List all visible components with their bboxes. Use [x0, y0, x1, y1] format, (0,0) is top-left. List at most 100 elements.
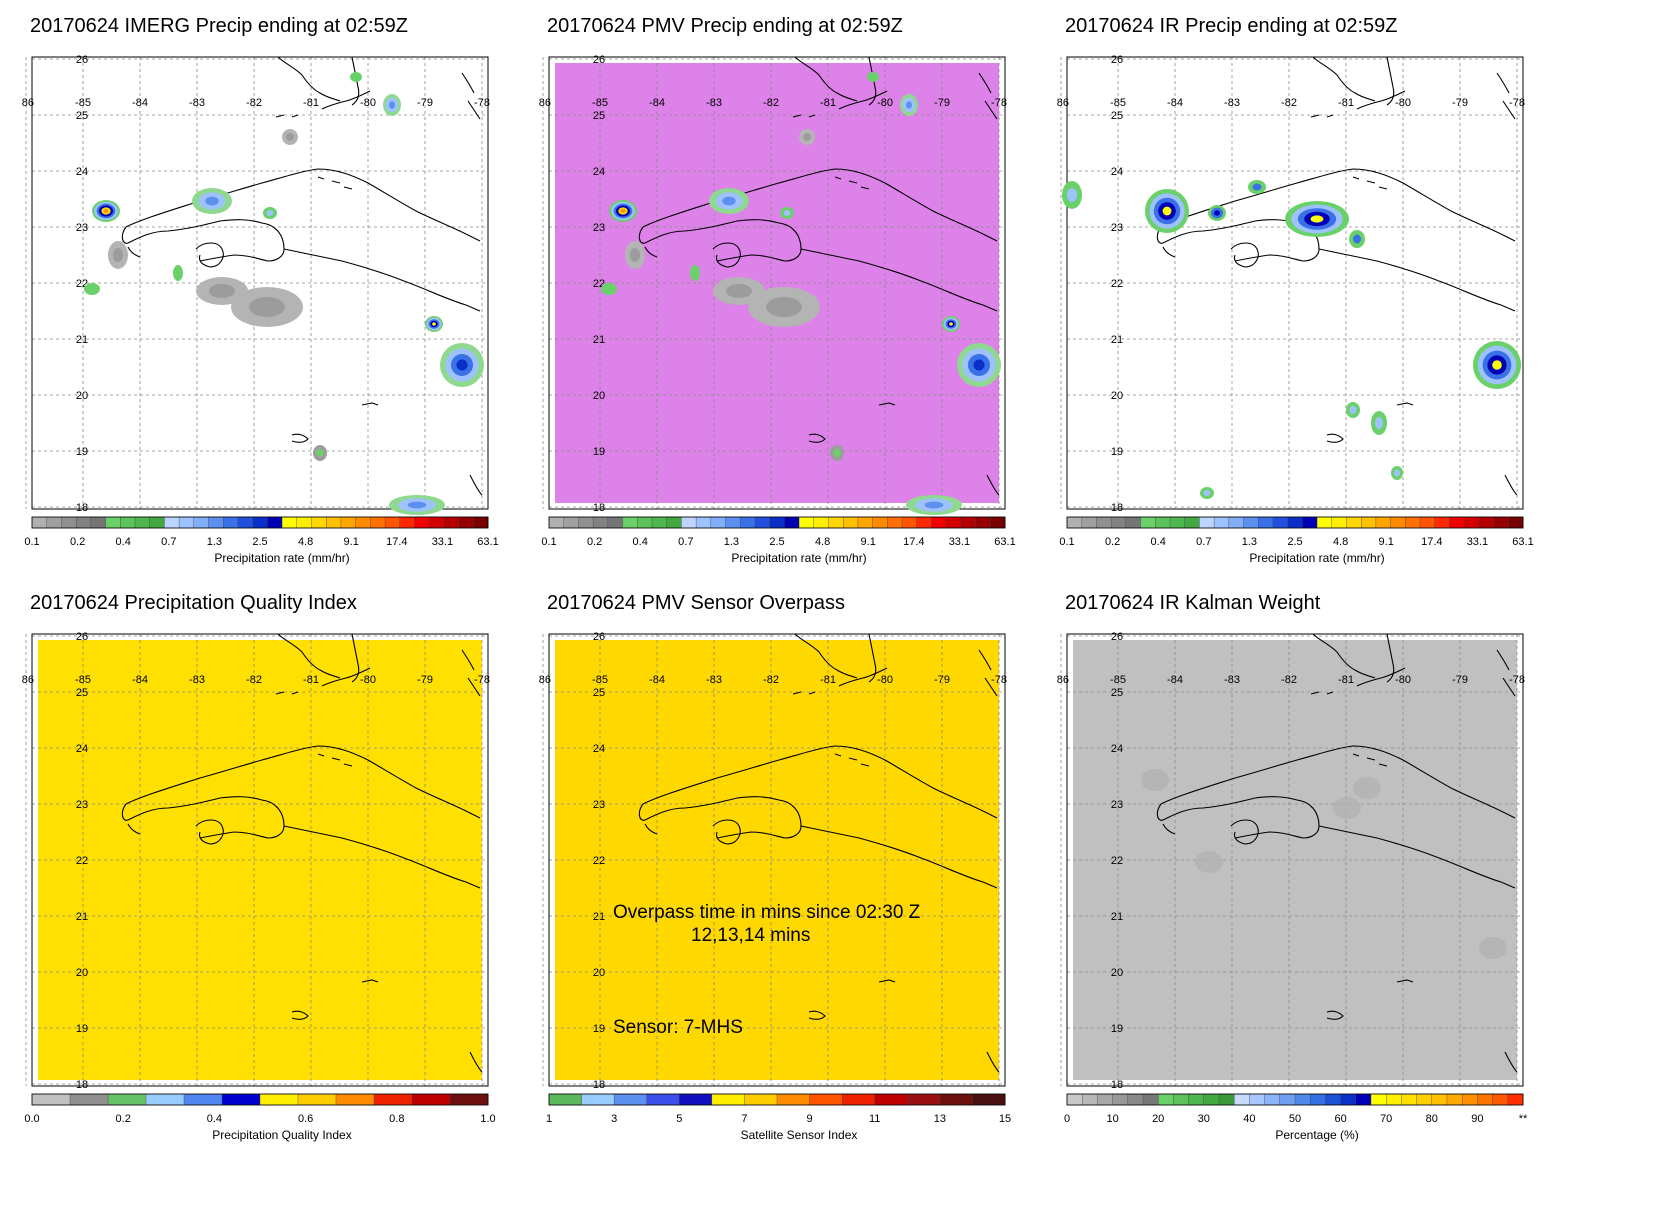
colorbar-swatch	[1169, 516, 1186, 529]
colorbar-swatch	[107, 1093, 147, 1106]
colorbar-swatch	[754, 516, 771, 529]
lat-label: 24	[1111, 166, 1123, 178]
lat-label: 21	[76, 334, 88, 346]
colorbar-swatch	[563, 516, 579, 529]
colorbar-swatch	[259, 1093, 299, 1106]
lon-label: -81	[303, 674, 319, 686]
colorbar-swatch	[1431, 1093, 1448, 1106]
colorbar-tick-label: 9.1	[1379, 536, 1394, 548]
panel-title: 20170624 PMV Sensor Overpass	[547, 592, 845, 614]
lon-label: -83	[1224, 97, 1240, 109]
lon-label: -79	[1452, 97, 1468, 109]
lon-label: -83	[706, 97, 722, 109]
colorbar-swatch	[1331, 516, 1347, 529]
colorbar-tick-label: 0.7	[678, 536, 693, 548]
lon-label: -79	[934, 674, 950, 686]
colorbar-tick-label: 0	[1064, 1113, 1070, 1125]
panel-overpass: 20170624 PMV Sensor Overpass -86-85-84-8…	[539, 582, 1059, 1182]
colorbar-tick-label: 0.2	[587, 536, 602, 548]
lon-label: -82	[1281, 674, 1297, 686]
lon-label: -86	[539, 97, 551, 109]
grid-lines	[1060, 634, 1523, 1086]
precip-cell	[833, 449, 841, 457]
lon-label: -85	[75, 97, 91, 109]
lat-label: 26	[76, 631, 88, 643]
precip-cell	[389, 101, 395, 109]
colorbar-swatch	[1279, 1093, 1296, 1106]
lon-label: -85	[75, 674, 91, 686]
colorbar-swatch	[841, 1093, 876, 1106]
precip-cell	[1203, 490, 1211, 496]
colorbar-swatch	[592, 516, 609, 529]
colorbar-swatch	[939, 1093, 973, 1106]
colorbar-swatch	[164, 516, 180, 529]
colorbar-swatch	[857, 516, 874, 529]
colorbar-swatch	[945, 516, 962, 529]
colorbar-swatch	[1243, 516, 1259, 529]
precip-cell	[924, 501, 944, 509]
colorbar-swatch	[1401, 1093, 1418, 1106]
colorbar-swatch	[311, 516, 327, 529]
map-frame	[31, 56, 489, 510]
colorbar-swatch	[61, 516, 77, 529]
lon-label: -82	[246, 97, 262, 109]
colorbar-swatch	[90, 516, 107, 529]
colorbar-swatch	[1066, 1093, 1083, 1106]
colorbar-tick-label: 33.1	[1467, 536, 1488, 548]
lat-label: 19	[593, 446, 605, 458]
colorbar-swatch	[613, 1093, 648, 1106]
lat-label: 20	[593, 967, 605, 979]
map-overpass: -86 -85 -84 -83 -82 -81 -80 -79 -78 26 25 24 23 22 21 2…	[539, 631, 1011, 1125]
lat-label: 22	[1111, 855, 1123, 867]
lat-label: 21	[593, 911, 605, 923]
precip-cell	[286, 133, 294, 141]
precip-cell	[113, 248, 123, 262]
precip-cell	[209, 284, 235, 298]
colorbar-swatch	[449, 1093, 489, 1106]
colorbar-swatch	[1340, 1093, 1357, 1106]
lat-label: 19	[1111, 446, 1123, 458]
colorbar-swatch	[1462, 1093, 1478, 1106]
colorbar-tick-label: 17.4	[1421, 536, 1442, 548]
colorbar-tick-label: 20	[1152, 1113, 1164, 1125]
colorbar-swatch	[907, 1093, 941, 1106]
precip-cell	[407, 501, 427, 509]
colorbar-swatch	[1155, 516, 1171, 529]
lon-label: -78	[1509, 674, 1525, 686]
weight-variation	[1479, 937, 1507, 959]
colorbar-swatch	[296, 516, 312, 529]
lon-label: -80	[1395, 97, 1411, 109]
colorbar-tick-label: 7	[741, 1113, 747, 1125]
colorbar-tick-label: 1.3	[207, 536, 222, 548]
lon-label: -83	[189, 97, 205, 109]
precip-cell	[103, 209, 109, 213]
colorbar-tick-label: 0.1	[541, 536, 556, 548]
colorbar-swatch	[373, 1093, 413, 1106]
colorbar-tick-label: 0.1	[1059, 536, 1074, 548]
precip-cell	[726, 284, 752, 298]
colorbar-tick-label: 0.8	[389, 1113, 404, 1125]
panel-title: 20170624 IR Precip ending at 02:59Z	[1065, 15, 1398, 37]
lat-label: 26	[1111, 631, 1123, 643]
colorbar-swatch	[1264, 1093, 1281, 1106]
precip-cell	[601, 283, 617, 295]
colorbar-tick-label: 60	[1334, 1113, 1346, 1125]
colorbar-swatch	[1294, 1093, 1311, 1106]
colorbar-swatch	[1287, 516, 1303, 529]
colorbar-swatch	[1390, 516, 1406, 529]
lon-label: -85	[592, 674, 608, 686]
colorbar-swatch	[975, 516, 991, 529]
colorbar-swatch	[548, 1093, 583, 1106]
colorbar-swatch	[1477, 1093, 1494, 1106]
colorbar-tick-label: 0.2	[116, 1113, 131, 1125]
lat-label: 18	[593, 1079, 605, 1091]
colorbar-tick-label: 33.1	[949, 536, 970, 548]
lat-label: 26	[76, 54, 88, 66]
colorbar-tick-label: 17.4	[903, 536, 924, 548]
colorbar-swatch	[784, 516, 800, 529]
colorbar-tick-label: 33.1	[432, 536, 453, 548]
lat-label: 24	[76, 166, 88, 178]
lon-label: -79	[1452, 674, 1468, 686]
colorbar-tick-label: 0.7	[161, 536, 176, 548]
colorbar-swatch	[1127, 1093, 1144, 1106]
